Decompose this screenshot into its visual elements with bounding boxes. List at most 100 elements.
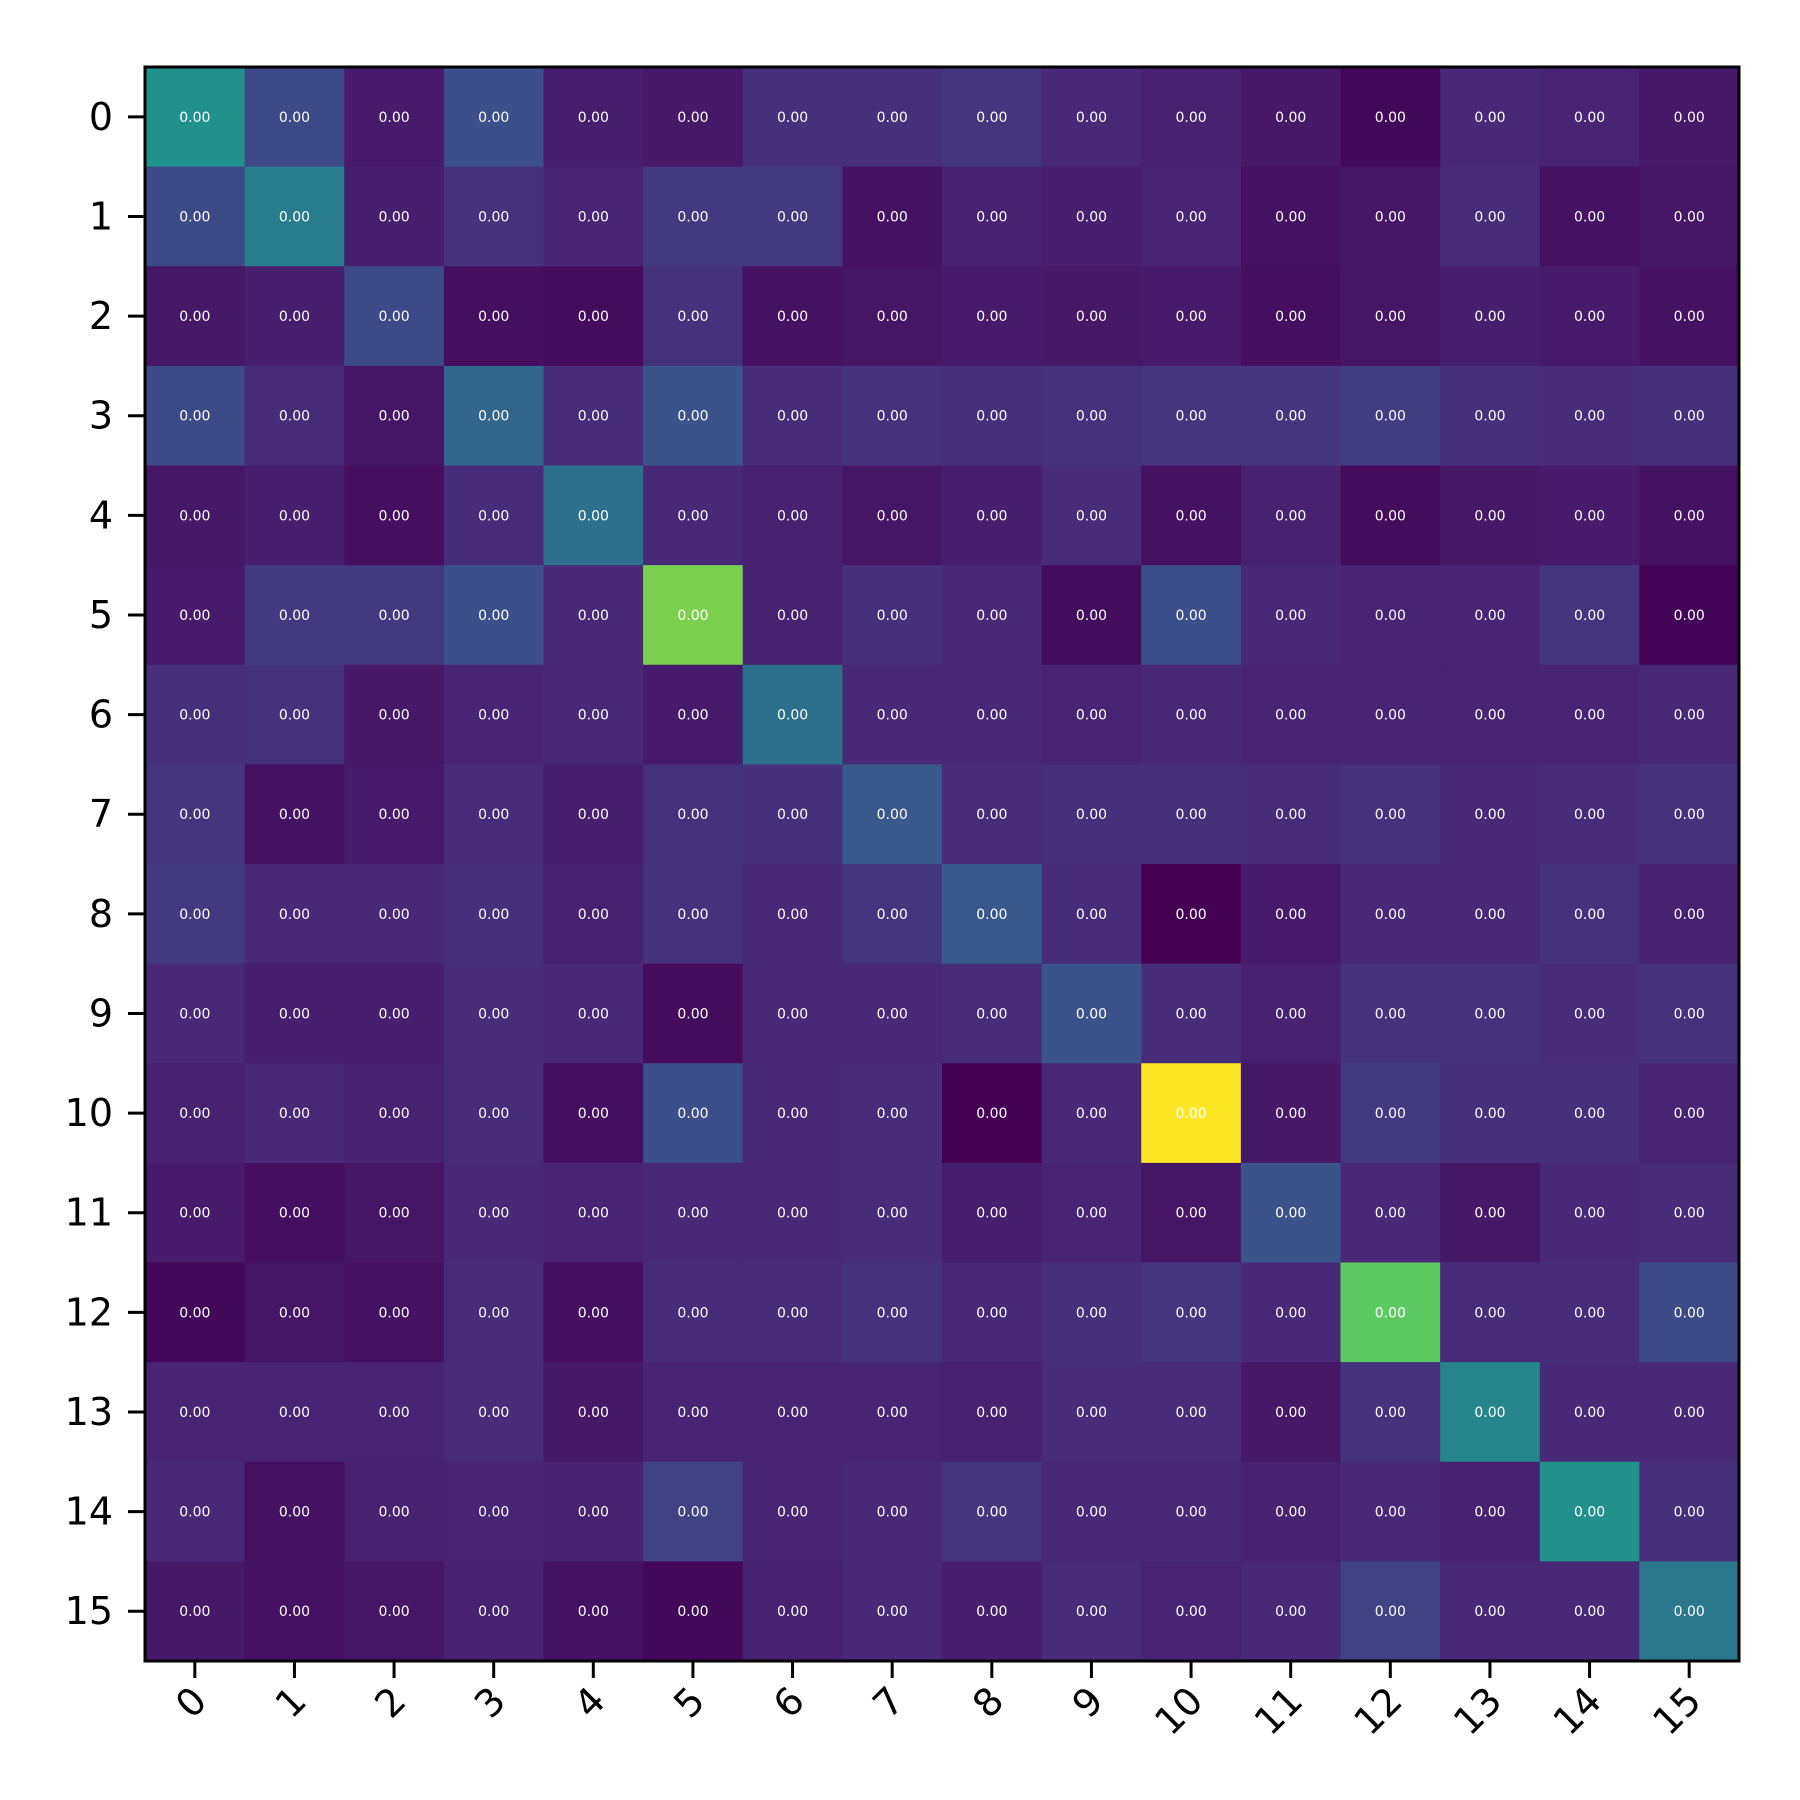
heatmap-cell-r1-c1 — [244, 166, 345, 267]
cell-value-label-r10-c8: 0.00 — [976, 1106, 1007, 1122]
heatmap-cell-r15-c0 — [145, 1561, 246, 1662]
heatmap-cell-r1-c4 — [543, 166, 644, 267]
heatmap-cell-r10-c8 — [942, 1063, 1043, 1164]
heatmap-cell-r7-c11 — [1240, 764, 1342, 865]
heatmap-cell-r13-c1 — [244, 1362, 345, 1463]
heatmap-cell-r13-c11 — [1240, 1362, 1342, 1463]
heatmap-cell-r11-c7 — [842, 1162, 943, 1264]
cell-value-label-r14-c2: 0.00 — [378, 1505, 409, 1521]
cell-value-label-r14-c4: 0.00 — [578, 1505, 609, 1521]
cell-value-label-r11-c4: 0.00 — [578, 1206, 609, 1222]
cell-value-label-r4-c6: 0.00 — [777, 508, 808, 524]
x-tick-label-7: 7 — [864, 1678, 912, 1726]
cell-value-label-r7-c5: 0.00 — [677, 807, 708, 823]
y-tick-label-5: 5 — [89, 593, 113, 637]
heatmap-cell-r15-c6 — [742, 1561, 843, 1662]
heatmap-cell-r13-c13 — [1440, 1362, 1541, 1463]
cell-value-label-r3-c6: 0.00 — [777, 409, 808, 425]
heatmap-cell-r7-c12 — [1340, 764, 1441, 865]
cell-value-label-r3-c8: 0.00 — [976, 409, 1007, 425]
x-tick-label-11: 11 — [1246, 1678, 1311, 1743]
cell-value-label-r2-c5: 0.00 — [677, 309, 708, 325]
cell-value-label-r8-c4: 0.00 — [578, 907, 609, 923]
cell-value-label-r13-c9: 0.00 — [1076, 1405, 1107, 1421]
heatmap-cell-r10-c15 — [1639, 1063, 1740, 1164]
heatmap-cell-r7-c0 — [145, 764, 246, 865]
heatmap-cell-r7-c5 — [643, 764, 744, 865]
y-tick-label-15: 15 — [65, 1589, 113, 1633]
heatmap-cell-r11-c3 — [443, 1162, 545, 1264]
heatmap-cell-r2-c1 — [244, 266, 345, 367]
cell-value-label-r15-c11: 0.00 — [1275, 1604, 1306, 1620]
heatmap-cell-r0-c1 — [244, 67, 345, 168]
heatmap-cell-r6-c5 — [643, 664, 744, 765]
heatmap-cell-r6-c4 — [543, 664, 644, 765]
heatmap-cell-r10-c14 — [1539, 1063, 1640, 1164]
cell-value-label-r1-c0: 0.00 — [179, 209, 210, 225]
heatmap-cell-r8-c9 — [1041, 864, 1142, 965]
cell-value-label-r8-c6: 0.00 — [777, 907, 808, 923]
heatmap-cell-r12-c12 — [1340, 1262, 1441, 1363]
x-tick-label-6: 6 — [765, 1678, 813, 1726]
cell-value-label-r11-c7: 0.00 — [877, 1206, 908, 1222]
heatmap-cell-labels: 0.00 0.00 0.00 0.00 0.00 0.00 0.00 0.00 0.00 0.00… — [179, 110, 1705, 1620]
cell-value-label-r6-c2: 0.00 — [378, 708, 409, 724]
heatmap-cell-r11-c15 — [1639, 1162, 1740, 1264]
cell-value-label-r9-c9: 0.00 — [1076, 1006, 1107, 1022]
cell-value-label-r5-c15: 0.00 — [1674, 608, 1705, 624]
heatmap-cell-r5-c15 — [1639, 565, 1740, 666]
cell-value-label-r13-c11: 0.00 — [1275, 1405, 1306, 1421]
cell-value-label-r10-c3: 0.00 — [478, 1106, 509, 1122]
cell-value-label-r10-c2: 0.00 — [378, 1106, 409, 1122]
cell-value-label-r13-c10: 0.00 — [1175, 1405, 1206, 1421]
heatmap-cell-r2-c6 — [742, 266, 843, 367]
x-tick-label-13: 13 — [1445, 1678, 1510, 1743]
cell-value-label-r11-c11: 0.00 — [1275, 1206, 1306, 1222]
cell-value-label-r1-c7: 0.00 — [877, 209, 908, 225]
cell-value-label-r3-c14: 0.00 — [1574, 409, 1605, 425]
cell-value-label-r3-c7: 0.00 — [877, 409, 908, 425]
heatmap-cell-r4-c10 — [1141, 465, 1242, 566]
cell-value-label-r3-c0: 0.00 — [179, 409, 210, 425]
cell-value-label-r0-c6: 0.00 — [777, 110, 808, 126]
cell-value-label-r2-c0: 0.00 — [179, 309, 210, 325]
y-tick-label-11: 11 — [65, 1191, 113, 1235]
cell-value-label-r10-c1: 0.00 — [279, 1106, 310, 1122]
cell-value-label-r12-c9: 0.00 — [1076, 1305, 1107, 1321]
heatmap-cell-r2-c7 — [842, 266, 943, 367]
cell-value-label-r9-c14: 0.00 — [1574, 1006, 1605, 1022]
heatmap-cell-r11-c14 — [1539, 1162, 1640, 1264]
heatmap-cell-r2-c14 — [1539, 266, 1640, 367]
heatmap-cell-r11-c11 — [1240, 1162, 1342, 1264]
heatmap-cell-r5-c9 — [1041, 565, 1142, 666]
y-tick-label-14: 14 — [65, 1490, 113, 1534]
cell-value-label-r7-c13: 0.00 — [1474, 807, 1505, 823]
cell-value-label-r13-c7: 0.00 — [877, 1405, 908, 1421]
heatmap-cell-r7-c8 — [942, 764, 1043, 865]
cell-value-label-r6-c8: 0.00 — [976, 708, 1007, 724]
heatmap-cell-r14-c5 — [643, 1461, 744, 1562]
heatmap-cell-r4-c15 — [1639, 465, 1740, 566]
y-tick-label-0: 0 — [89, 95, 113, 139]
cell-value-label-r12-c2: 0.00 — [378, 1305, 409, 1321]
heatmap-cell-r6-c7 — [842, 664, 943, 765]
cell-value-label-r11-c10: 0.00 — [1175, 1206, 1206, 1222]
y-tick-label-10: 10 — [65, 1091, 113, 1135]
heatmap-cell-r10-c6 — [742, 1063, 843, 1164]
heatmap-cell-r10-c3 — [443, 1063, 545, 1164]
heatmap-cell-r10-c4 — [543, 1063, 644, 1164]
cell-value-label-r9-c8: 0.00 — [976, 1006, 1007, 1022]
heatmap-cell-r14-c2 — [344, 1461, 445, 1562]
heatmap-cell-r3-c8 — [942, 365, 1043, 467]
cell-value-label-r7-c4: 0.00 — [578, 807, 609, 823]
heatmap-cell-r9-c1 — [244, 963, 345, 1064]
heatmap-cell-r9-c14 — [1539, 963, 1640, 1064]
cell-value-label-r8-c5: 0.00 — [677, 907, 708, 923]
heatmap-cell-r15-c8 — [942, 1561, 1043, 1662]
cell-value-label-r4-c15: 0.00 — [1674, 508, 1705, 524]
heatmap-cell-r7-c15 — [1639, 764, 1740, 865]
heatmap-cell-r4-c8 — [942, 465, 1043, 566]
heatmap-cell-r9-c10 — [1141, 963, 1242, 1064]
heatmap-cell-r6-c3 — [443, 664, 545, 765]
cell-value-label-r10-c15: 0.00 — [1674, 1106, 1705, 1122]
